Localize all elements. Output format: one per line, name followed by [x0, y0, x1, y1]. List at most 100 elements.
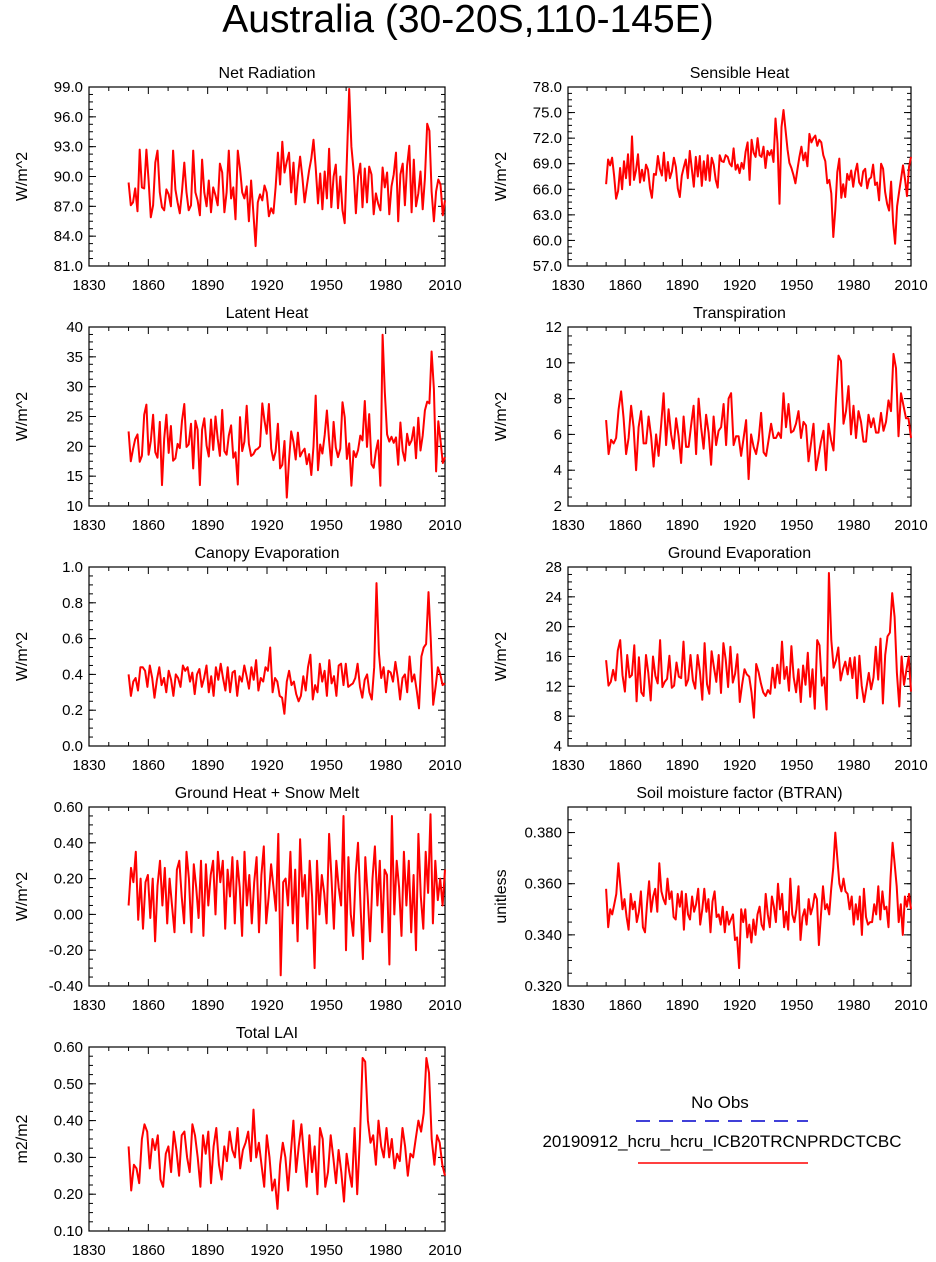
y-tick-label: 0.8 [62, 595, 83, 612]
y-tick-label: 12 [545, 678, 562, 695]
y-tick-label: 0.6 [62, 631, 83, 648]
x-tick-label: 1830 [72, 757, 105, 774]
series-line [605, 352, 912, 481]
y-tick-label: 24 [545, 589, 562, 606]
panel-8: Soil moisture factor (BTRAN) 1830 1860 1890… [493, 785, 928, 1014]
y-tick-label: 0.40 [54, 1113, 83, 1130]
x-tick-label: 1980 [369, 277, 402, 294]
x-tick-label: 1830 [551, 517, 584, 534]
x-tick-label: 2010 [894, 277, 927, 294]
plot-frame [88, 86, 446, 267]
y-tick-label: 40 [66, 319, 83, 336]
x-tick-label: 1860 [608, 517, 641, 534]
y-tick-label: 63.0 [533, 207, 562, 224]
x-tick-label: 1860 [608, 757, 641, 774]
series-line [127, 88, 446, 248]
y-tick-label: 0.360 [524, 876, 562, 893]
panel-9: Total LAI 1830 1860 1890 1920 1950 1980 2010 0.1… [14, 1025, 462, 1259]
x-tick-label: 1860 [132, 997, 165, 1014]
y-axis-label: W/m^2 [14, 632, 31, 681]
plot-title: Sensible Heat [690, 65, 790, 82]
x-tick-label: 2010 [894, 517, 927, 534]
y-tick-label: 78.0 [533, 79, 562, 96]
x-tick-label: 1950 [780, 277, 813, 294]
y-tick-label: 1.0 [62, 559, 83, 576]
y-tick-label: 0.20 [54, 871, 83, 888]
x-tick-label: 1860 [608, 277, 641, 294]
panel-1: Net Radiation 1830 1860 1890 1920 1950 1980 201… [14, 65, 462, 294]
y-tick-label: 8 [554, 708, 562, 725]
series-line [127, 333, 446, 499]
y-axis-label: W/m^2 [493, 632, 510, 681]
y-tick-label: 35 [66, 349, 83, 366]
x-tick-label: 1860 [132, 277, 165, 294]
y-tick-label: 99.0 [54, 79, 83, 96]
panel-6: Ground Evaporation 1830 1860 1890 1920 1950 19… [493, 545, 928, 774]
legend-obs-label: No Obs [691, 1093, 749, 1112]
y-tick-label: -0.40 [49, 978, 83, 995]
figure-title: Australia (30-20S,110-145E) [222, 0, 713, 41]
series-line [127, 813, 446, 977]
x-tick-label: 1950 [310, 757, 343, 774]
y-tick-label: 75.0 [533, 105, 562, 122]
x-tick-label: 1830 [551, 757, 584, 774]
x-tick-label: 2010 [428, 277, 461, 294]
x-tick-label: 1950 [310, 517, 343, 534]
plot-title: Total LAI [236, 1025, 298, 1042]
x-tick-label: 1950 [310, 277, 343, 294]
x-tick-label: 1980 [837, 757, 870, 774]
plot-title: Latent Heat [226, 305, 309, 322]
legend-model-label: 20190912_hcru_hcru_ICB20TRCNPRDCTCBC [542, 1132, 901, 1151]
y-tick-label: 66.0 [533, 181, 562, 198]
x-tick-label: 1830 [551, 997, 584, 1014]
x-tick-label: 1950 [780, 997, 813, 1014]
x-tick-label: 2010 [894, 757, 927, 774]
y-tick-label: 6 [554, 426, 562, 443]
y-tick-label: 0.20 [54, 1186, 83, 1203]
x-tick-label: 1950 [780, 517, 813, 534]
x-tick-label: 1890 [191, 1242, 224, 1259]
y-axis-label: W/m^2 [493, 152, 510, 201]
y-axis-label: unitless [493, 869, 510, 923]
y-tick-label: 25 [66, 409, 83, 426]
y-axis-label: W/m^2 [14, 872, 31, 921]
x-tick-label: 1980 [369, 757, 402, 774]
x-tick-label: 1920 [723, 517, 756, 534]
y-tick-label: 72.0 [533, 130, 562, 147]
x-tick-label: 1890 [666, 997, 699, 1014]
y-tick-label: -0.20 [49, 942, 83, 959]
y-tick-label: 2 [554, 498, 562, 515]
x-tick-label: 1890 [666, 757, 699, 774]
x-tick-label: 1830 [72, 277, 105, 294]
y-tick-label: 0.380 [524, 825, 562, 842]
x-tick-label: 1890 [666, 517, 699, 534]
y-tick-label: 30 [66, 379, 83, 396]
y-tick-label: 0.50 [54, 1076, 83, 1093]
y-tick-label: 60.0 [533, 232, 562, 249]
y-axis-label: W/m^2 [493, 392, 510, 441]
x-tick-label: 2010 [894, 997, 927, 1014]
x-tick-label: 1980 [837, 517, 870, 534]
x-tick-label: 1890 [191, 517, 224, 534]
y-tick-label: 12 [545, 319, 562, 336]
plot-title: Net Radiation [219, 65, 316, 82]
y-tick-label: 20 [545, 619, 562, 636]
series-line [605, 831, 912, 970]
x-tick-label: 1890 [191, 997, 224, 1014]
legend: No Obs 20190912_hcru_hcru_ICB20TRCNPRDCT… [542, 1093, 902, 1164]
panel-2: Sensible Heat 1830 1860 1890 1920 1950 1980 201… [493, 65, 928, 294]
y-tick-label: 0.0 [62, 738, 83, 755]
plot-title: Soil moisture factor (BTRAN) [636, 785, 842, 802]
y-tick-label: 93.0 [54, 139, 83, 156]
x-tick-label: 1920 [250, 1242, 283, 1259]
x-tick-label: 1830 [72, 517, 105, 534]
y-tick-label: 15 [66, 468, 83, 485]
x-tick-label: 1950 [780, 757, 813, 774]
plot-title: Ground Evaporation [668, 545, 811, 562]
y-axis-label: W/m^2 [14, 392, 31, 441]
x-tick-label: 1980 [837, 277, 870, 294]
series-line [127, 1057, 446, 1210]
x-tick-label: 1920 [723, 997, 756, 1014]
